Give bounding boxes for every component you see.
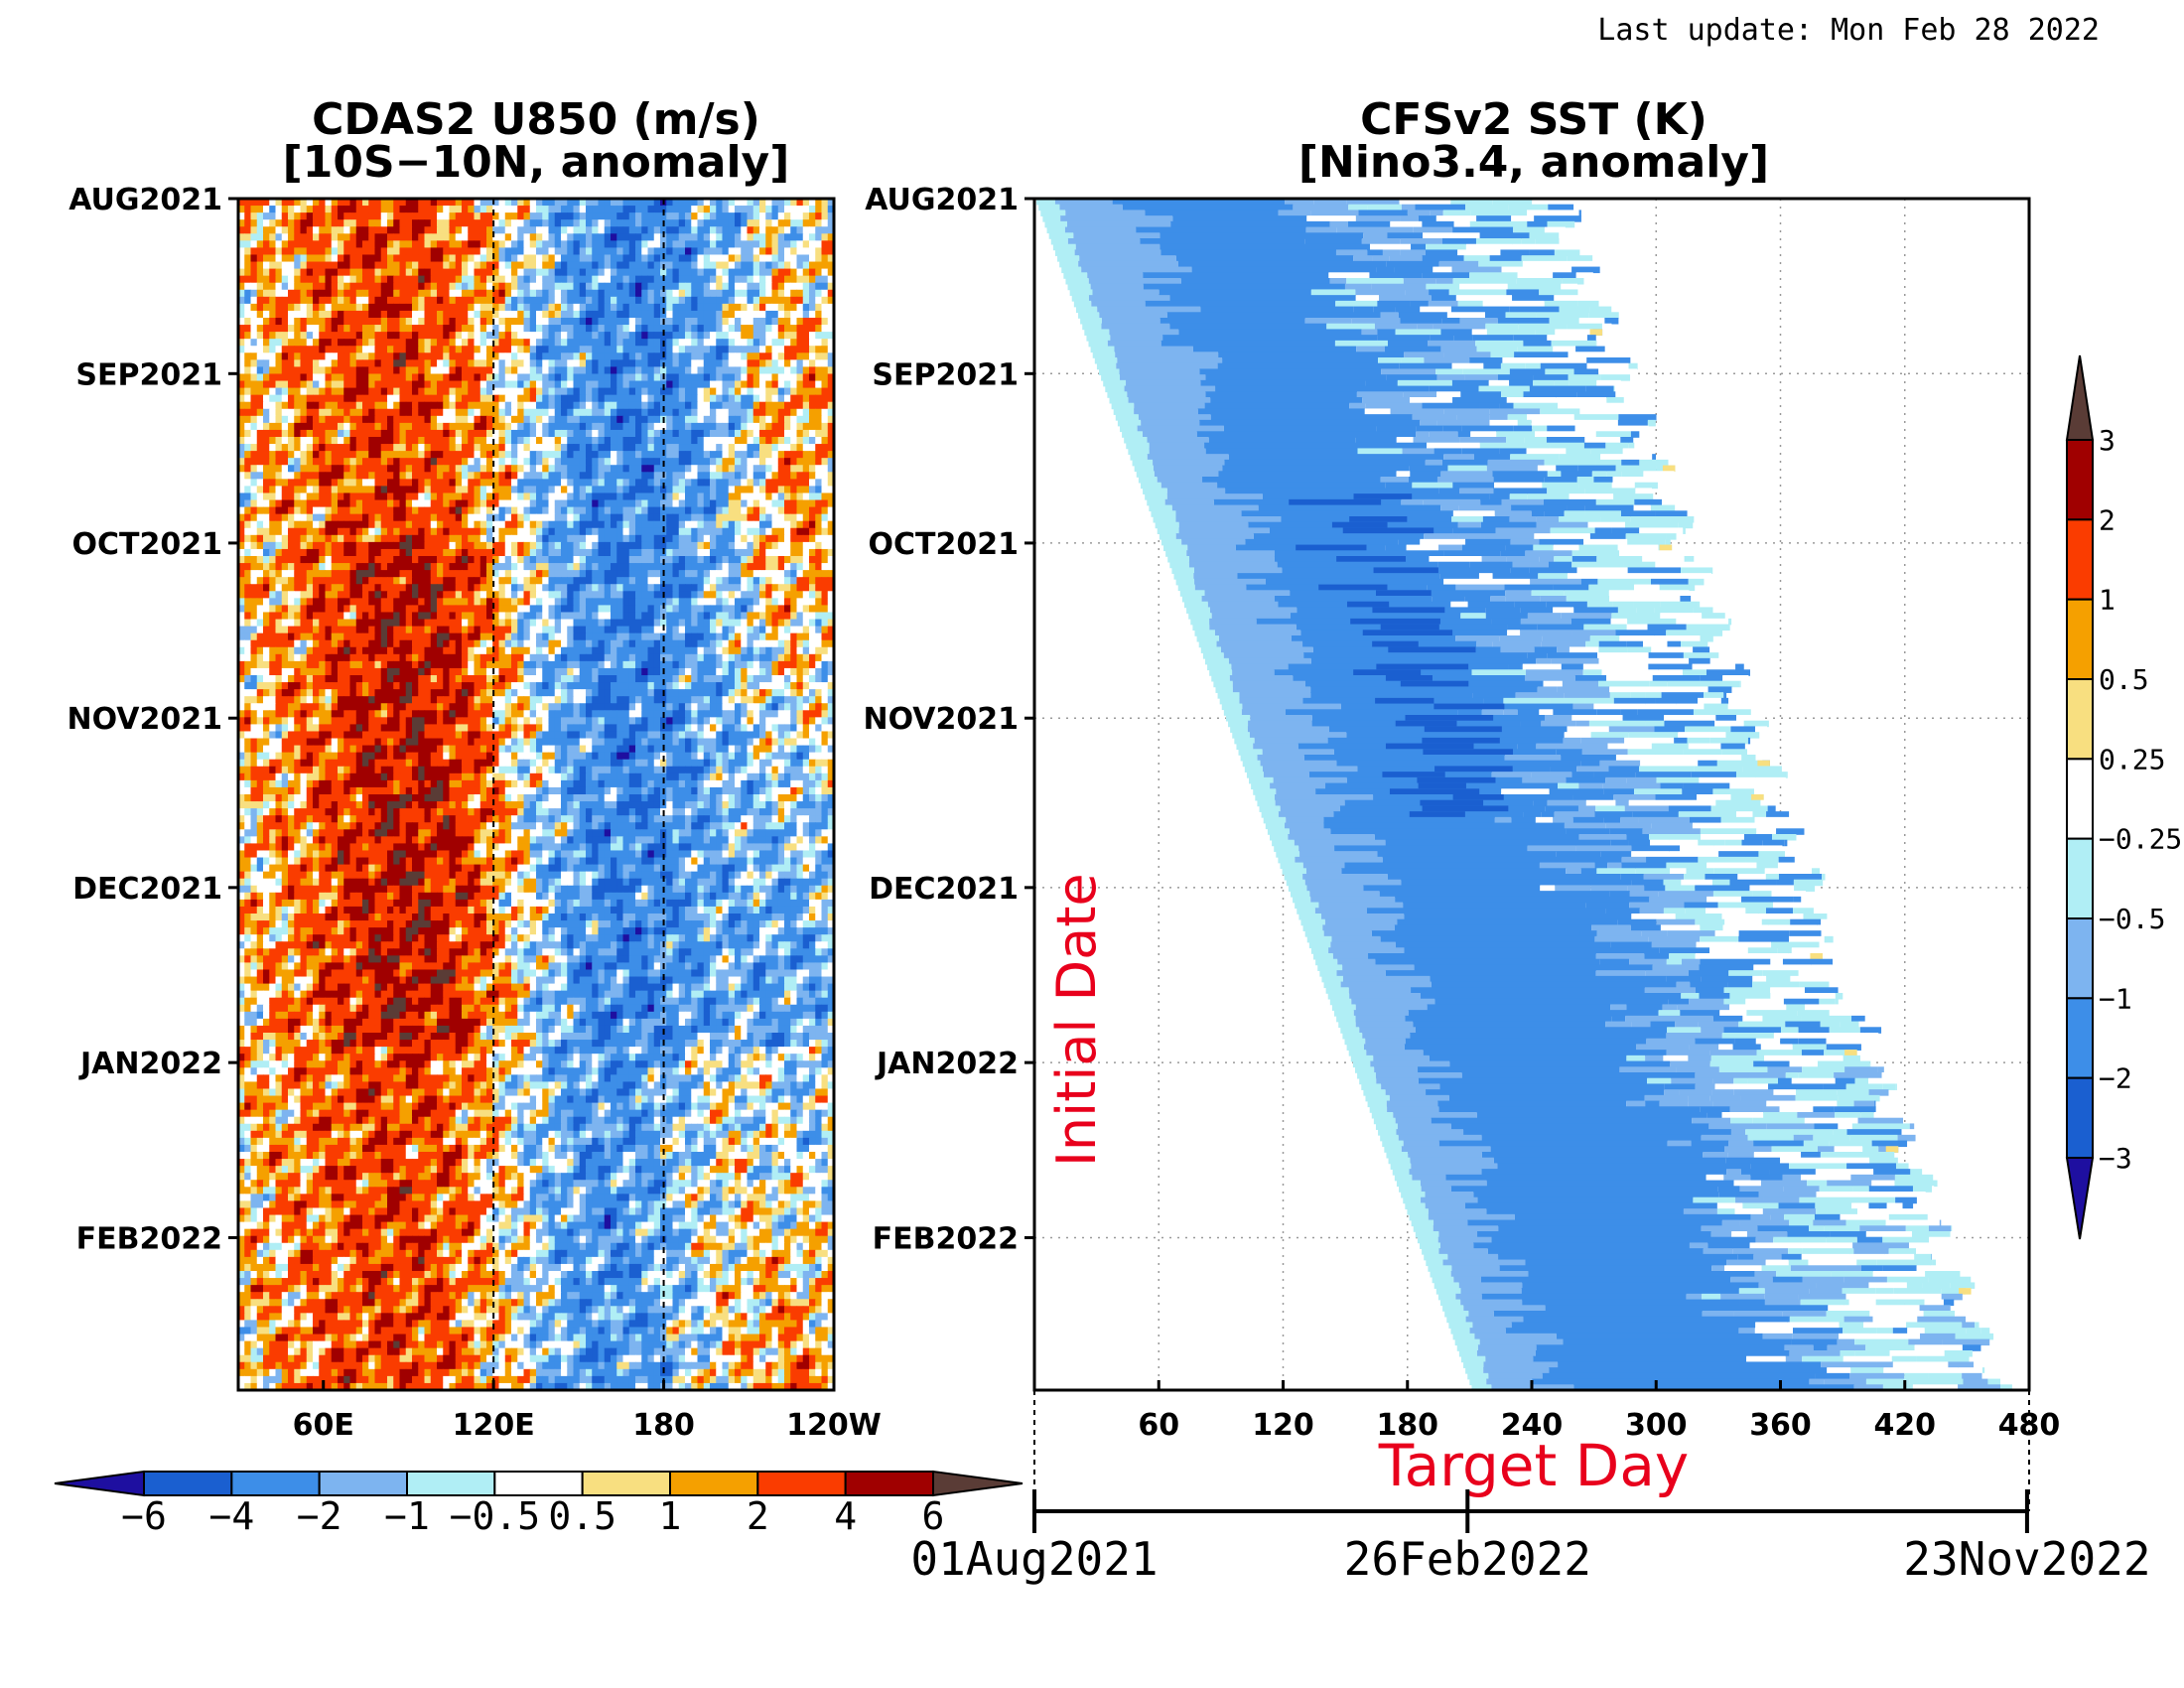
sst-y-tick-label: NOV2021 — [863, 702, 1019, 737]
u850-x-tick-label: 120W — [786, 1408, 882, 1443]
date-axis-label: 01Aug2021 — [910, 1532, 1158, 1586]
u850-plot-frame — [236, 197, 836, 1392]
u850-y-tick-label: JAN2022 — [78, 1047, 222, 1081]
sst-x-tick-label: 360 — [1749, 1408, 1812, 1443]
sst-colorbar-label: −2 — [2099, 1062, 2132, 1095]
u850-x-tick-label: 120E — [453, 1408, 535, 1443]
sst-x-tick-label: 420 — [1873, 1408, 1936, 1443]
u850-colorbar: −6 −4 −2 −1 −0.5 0.5 1 2 4 6 — [54, 1470, 1024, 1538]
u850-colorbar-label: 6 — [922, 1494, 945, 1538]
u850-reference-lines — [492, 199, 665, 1390]
sst-colorbar-label: 3 — [2099, 424, 2116, 457]
u850-y-axis: AUG2021 SEP2021 OCT2021 NOV2021 DEC2021 JAN20… — [67, 183, 238, 1256]
u850-colorbar-min-arrow — [54, 1470, 145, 1497]
u850-colorbar-swatch — [406, 1471, 496, 1496]
u850-y-tick-label: SEP2021 — [75, 357, 222, 392]
sst-colorbar: 3 2 1 0.5 0.25 −0.25 −0.5 −1 −2 −3 — [2065, 354, 2182, 1240]
u850-heatmap — [238, 199, 834, 1390]
sst-colorbar-swatch — [2066, 1076, 2094, 1159]
sst-y-tick-label: OCT2021 — [869, 527, 1019, 562]
u850-colorbar-swatch — [581, 1471, 672, 1496]
u850-y-tick-label: DEC2021 — [72, 872, 222, 907]
u850-colorbar-label: −1 — [384, 1494, 430, 1538]
sst-colorbar-min-arrow — [2065, 1157, 2095, 1240]
sst-x-axis-label: Target Day — [1378, 1432, 1689, 1499]
sst-x-tick-label: 300 — [1625, 1408, 1688, 1443]
u850-panel: CDAS2 U850 (m/s) [10S−10N, anomaly] AUG2… — [54, 94, 1024, 1538]
sst-colorbar-swatch — [2066, 997, 2094, 1079]
u850-colorbar-swatch — [493, 1471, 584, 1496]
sst-colorbar-label: 2 — [2099, 503, 2116, 536]
u850-colorbar-label: −0.5 — [450, 1494, 541, 1538]
u850-colorbar-label: 4 — [834, 1494, 857, 1538]
u850-y-tick-label: NOV2021 — [67, 702, 222, 737]
u850-colorbar-swatch — [318, 1471, 408, 1496]
sst-panel: CFSv2 SST (K) [Nino3.4, anomaly] AUG2021… — [863, 94, 2182, 1586]
sst-forecast-field — [1036, 199, 2012, 1390]
u850-colorbar-label: 2 — [747, 1494, 769, 1538]
sst-colorbar-swatch — [2066, 518, 2094, 601]
u850-colorbar-max-arrow — [932, 1470, 1024, 1497]
sst-y-tick-label: JAN2022 — [875, 1047, 1019, 1081]
u850-colorbar-swatch — [143, 1471, 233, 1496]
sst-colorbar-label: −3 — [2099, 1142, 2132, 1175]
sst-colorbar-label: 0.5 — [2099, 663, 2149, 696]
sst-y-tick-label: DEC2021 — [869, 872, 1019, 907]
u850-colorbar-label: 1 — [659, 1494, 682, 1538]
sst-colorbar-swatch — [2066, 678, 2094, 761]
u850-colorbar-label: 0.5 — [548, 1494, 616, 1538]
u850-colorbar-label: −2 — [297, 1494, 342, 1538]
sst-title: CFSv2 SST (K) — [1360, 94, 1707, 145]
u850-colorbar-swatch — [669, 1471, 759, 1496]
sst-colorbar-swatch — [2066, 917, 2094, 1000]
sst-x-tick-label: 240 — [1501, 1408, 1564, 1443]
sst-y-axis-label: Initial Date — [1045, 873, 1108, 1167]
sst-y-tick-label: FEB2022 — [873, 1221, 1019, 1256]
sst-x-tick-label: 180 — [1376, 1408, 1438, 1443]
sst-colorbar-max-arrow — [2065, 354, 2095, 441]
u850-y-tick-label: AUG2021 — [68, 183, 222, 217]
sst-y-tick-label: AUG2021 — [865, 183, 1019, 217]
u850-title: CDAS2 U850 (m/s) — [312, 94, 760, 145]
sst-colorbar-swatch — [2066, 598, 2094, 681]
sst-x-axis: 60 120 180 240 300 360 420 480 — [1138, 1380, 2060, 1443]
sst-colorbar-label: −1 — [2099, 982, 2132, 1015]
u850-subtitle: [10S−10N, anomaly] — [283, 137, 790, 188]
u850-y-tick-label: OCT2021 — [72, 527, 222, 562]
sst-x-tick-label: 60 — [1138, 1408, 1179, 1443]
u850-x-tick-label: 60E — [293, 1408, 354, 1443]
u850-colorbar-label: −6 — [121, 1494, 167, 1538]
sst-x-tick-label: 120 — [1252, 1408, 1314, 1443]
sst-colorbar-label: 0.25 — [2099, 743, 2165, 775]
sst-colorbar-swatch — [2066, 837, 2094, 920]
sst-subtitle: [Nino3.4, anomaly] — [1298, 137, 1769, 188]
sst-y-axis: AUG2021 SEP2021 OCT2021 NOV2021 DEC2021 JAN20… — [863, 183, 1034, 1256]
date-axis-label: 26Feb2022 — [1344, 1532, 1591, 1586]
sst-colorbar-label: −0.5 — [2099, 903, 2165, 935]
sst-colorbar-label: −0.25 — [2099, 823, 2182, 856]
u850-y-tick-label: FEB2022 — [76, 1221, 222, 1256]
sst-y-tick-label: SEP2021 — [872, 357, 1019, 392]
sst-colorbar-label: 1 — [2099, 584, 2116, 617]
target-date-axis: 01Aug2021 26Feb2022 23Nov2022 — [910, 1390, 2151, 1586]
sst-colorbar-swatch — [2066, 758, 2094, 840]
u850-colorbar-label: −4 — [208, 1494, 254, 1538]
u850-x-tick-label: 180 — [632, 1408, 695, 1443]
sst-colorbar-swatch — [2066, 439, 2094, 521]
u850-x-axis: 60E 120E 180 120W — [293, 1380, 882, 1443]
last-update-label: Last update: Mon Feb 28 2022 — [1597, 13, 2100, 48]
date-axis-label: 23Nov2022 — [1903, 1532, 2150, 1586]
u850-colorbar-swatch — [844, 1471, 935, 1496]
u850-colorbar-swatch — [230, 1471, 321, 1496]
u850-colorbar-swatch — [756, 1471, 847, 1496]
